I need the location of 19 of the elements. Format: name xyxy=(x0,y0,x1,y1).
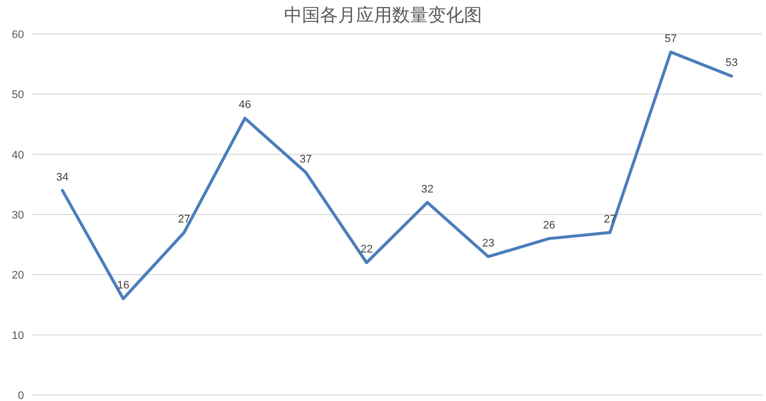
y-tick-label: 40 xyxy=(12,149,24,162)
data-label: 57 xyxy=(664,33,677,46)
y-tick-label: 20 xyxy=(12,270,24,282)
data-label: 26 xyxy=(542,220,556,232)
data-label: 46 xyxy=(238,99,252,112)
y-tick-label: 0 xyxy=(18,390,24,401)
data-label: 23 xyxy=(482,238,494,250)
chart-title: 中国各月应用数量变化图 xyxy=(284,5,482,25)
data-label: 53 xyxy=(725,57,738,70)
data-label: 22 xyxy=(360,244,373,256)
y-tick-label: 10 xyxy=(12,330,24,342)
y-tick-label: 30 xyxy=(12,210,24,222)
data-label: 32 xyxy=(421,183,434,196)
data-label: 27 xyxy=(178,214,190,226)
data-label: 37 xyxy=(300,153,312,166)
data-label: 34 xyxy=(56,171,69,184)
data-label: 16 xyxy=(117,280,130,292)
y-tick-label: 50 xyxy=(12,89,24,102)
y-tick-label: 60 xyxy=(12,29,24,41)
